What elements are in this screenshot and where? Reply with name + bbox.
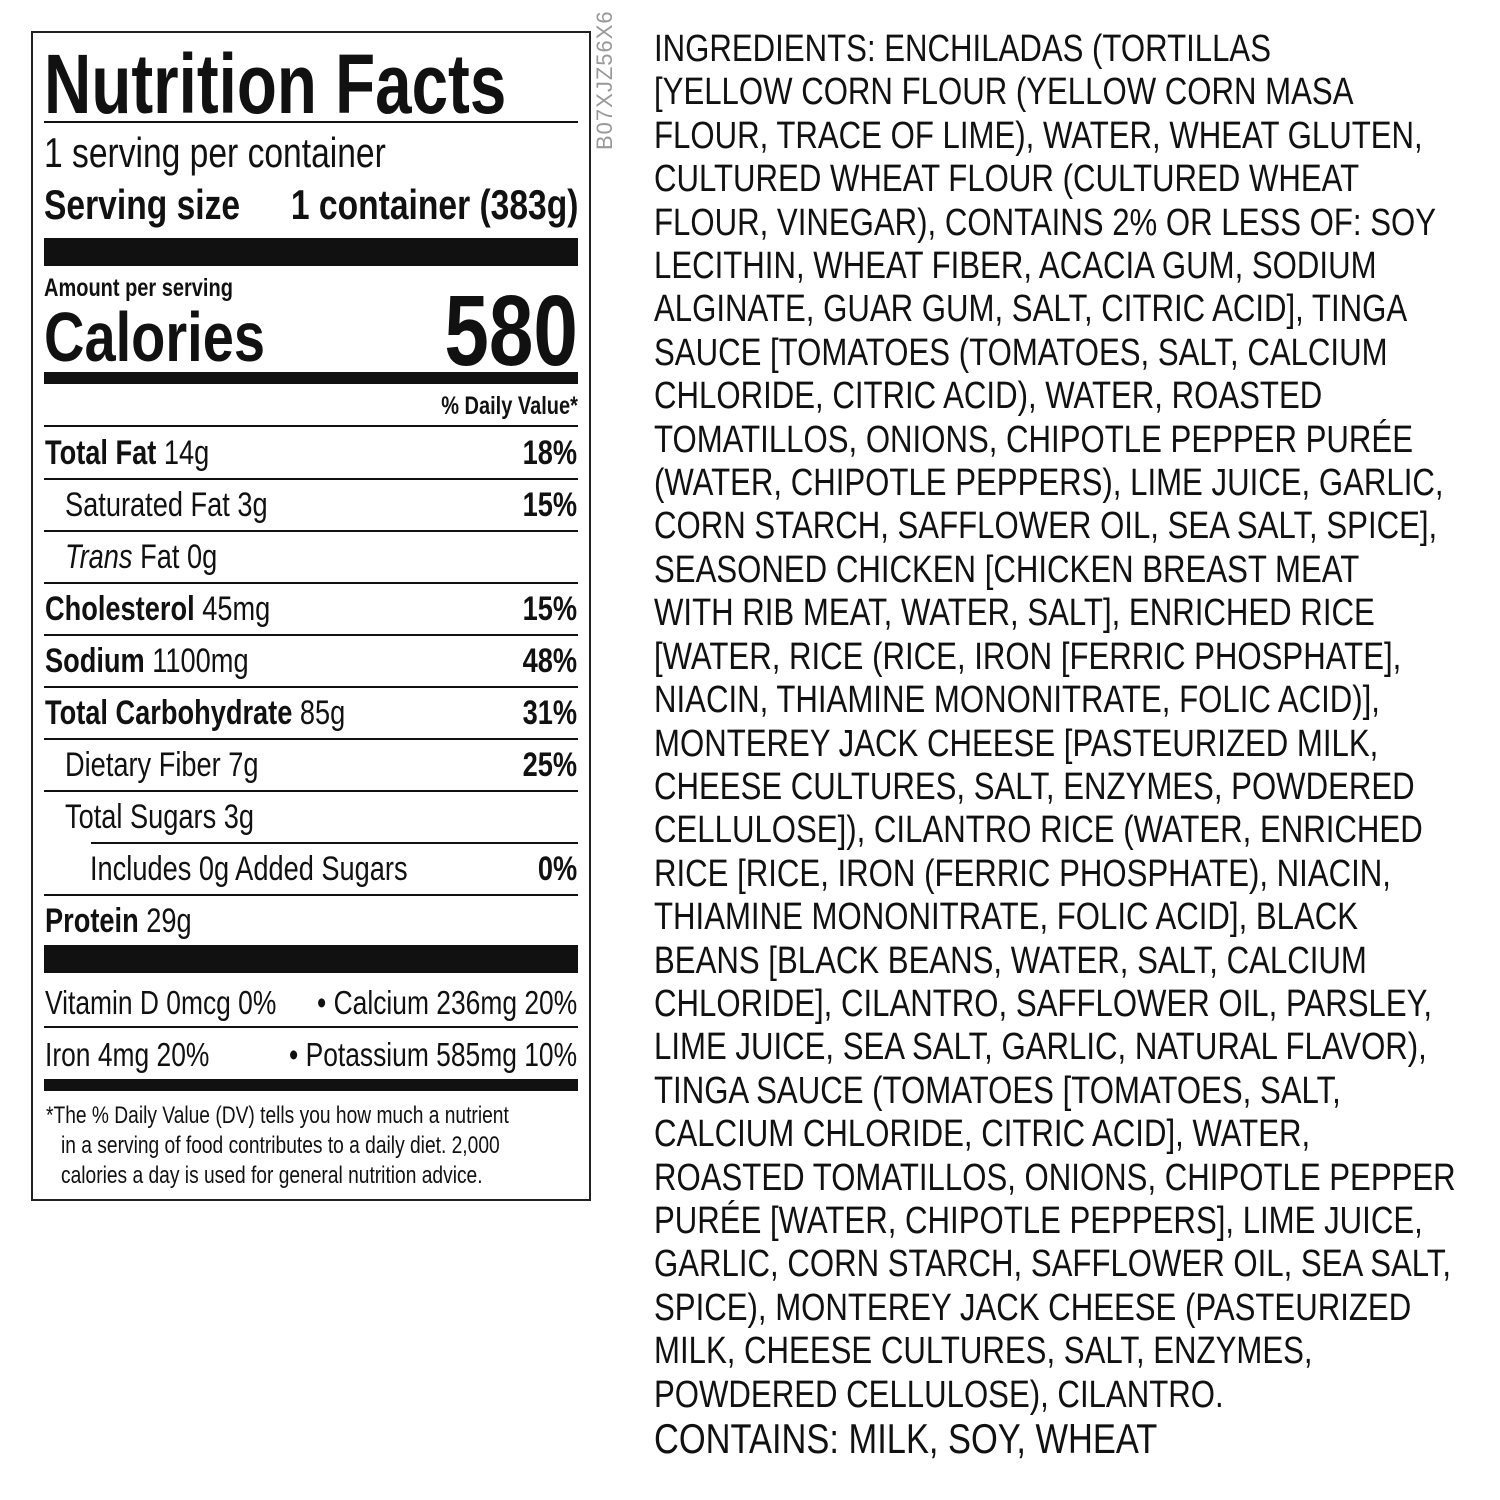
ingredients-line: TOMATILLOS, ONIONS, CHIPOTLE PEPPER PURÉ… (654, 418, 1413, 461)
divider (44, 530, 578, 532)
ingredients-list: INGREDIENTS: ENCHILADAS (TORTILLAS [YELL… (654, 28, 1500, 1460)
nutrient-row-cholesterol: Cholesterol 45mg 15% (45, 590, 577, 628)
thick-divider (44, 1079, 578, 1091)
divider (44, 790, 578, 792)
nutrient-row-added-sugars: Includes 0g Added Sugars 0% (90, 850, 577, 888)
nutrient-row-protein: Protein 29g (45, 902, 192, 940)
ingredients-line: ALGINATE, GUAR GUM, SALT, CITRIC ACID], … (654, 288, 1408, 331)
nutrient-row-total-sugars: Total Sugars 3g (65, 798, 255, 836)
thick-divider (44, 372, 578, 384)
calories-value: 580 (444, 275, 578, 387)
ingredients-line: ENCHILADAS (TORTILLAS (875, 28, 1271, 70)
daily-value-header: % Daily Value* (441, 392, 578, 420)
divider (44, 686, 578, 688)
allergen-statement: CONTAINS: MILK, SOY, WHEAT (654, 1415, 1158, 1462)
nutrient-row-dietary-fiber: Dietary Fiber 7g 25% (65, 746, 577, 784)
ingredients-line: CHLORIDE, CITRIC ACID), WATER, ROASTED (654, 375, 1323, 418)
divider (44, 478, 578, 480)
ingredients-line: [YELLOW CORN FLOUR (YELLOW CORN MASA (654, 71, 1354, 114)
ingredients-line: PURÉE [WATER, CHIPOTLE PEPPERS], LIME JU… (654, 1199, 1423, 1242)
vitamin-row: Vitamin D 0mcg 0% • Calcium 236mg 20% (45, 984, 577, 1021)
nutrient-row-total-carbohydrate: Total Carbohydrate 85g 31% (45, 694, 577, 732)
divider (44, 1026, 578, 1028)
ingredients-line: RICE [RICE, IRON (FERRIC PHOSPHATE), NIA… (654, 852, 1391, 895)
thick-divider (44, 238, 578, 266)
divider (44, 634, 578, 636)
ingredients-line: NIACIN, THIAMINE MONONITRATE, FOLIC ACID… (654, 679, 1380, 722)
nutrition-facts-label: Nutrition Facts 1 serving per container … (31, 31, 591, 1201)
vitamin-row: Iron 4mg 20% • Potassium 585mg 10% (45, 1036, 577, 1073)
ingredients-line: LECITHIN, WHEAT FIBER, ACACIA GUM, SODIU… (654, 245, 1377, 288)
serving-size-label: Serving size (44, 181, 241, 228)
servings-per-container: 1 serving per container (44, 129, 386, 176)
ingredients-line: (WATER, CHIPOTLE PEPPERS), LIME JUICE, G… (654, 462, 1444, 505)
ingredients-line: SAUCE [TOMATOES (TOMATOES, SALT, CALCIUM (654, 331, 1388, 374)
ingredients-line: TINGA SAUCE (TOMATOES [TOMATOES, SALT, (654, 1069, 1341, 1112)
thick-divider (44, 945, 578, 973)
ingredients-line: FLOUR, VINEGAR), CONTAINS 2% OR LESS OF:… (654, 201, 1437, 244)
ingredients-line: WITH RIB MEAT, WATER, SALT], ENRICHED RI… (654, 592, 1375, 635)
product-code: B07XJZ56X6 (592, 10, 617, 150)
ingredients-line: [WATER, RICE (RICE, IRON [FERRIC PHOSPHA… (654, 635, 1402, 678)
ingredients-line: SEASONED CHICKEN [CHICKEN BREAST MEAT (654, 548, 1360, 591)
ingredients-line: CULTURED WHEAT FLOUR (CULTURED WHEAT (654, 158, 1360, 201)
ingredients-line: BEANS [BLACK BEANS, WATER, SALT, CALCIUM (654, 939, 1367, 982)
ingredients-line: THIAMINE MONONITRATE, FOLIC ACID], BLACK (654, 896, 1359, 939)
divider (44, 738, 578, 740)
nutrient-row-sodium: Sodium 1100mg 48% (45, 642, 577, 680)
ingredients-line: MILK, CHEESE CULTURES, SALT, ENZYMES, (654, 1330, 1313, 1373)
calories-label: Calories (44, 298, 265, 376)
ingredients-first-line: INGREDIENTS: ENCHILADAS (TORTILLAS (654, 28, 1456, 71)
ingredients-line: CHLORIDE], CILANTRO, SAFFLOWER OIL, PARS… (654, 982, 1433, 1025)
ingredients-line: CORN STARCH, SAFFLOWER OIL, SEA SALT, SP… (654, 505, 1438, 548)
ingredients-line: GARLIC, CORN STARCH, SAFFLOWER OIL, SEA … (654, 1243, 1452, 1286)
nutrient-row-total-fat: Total Fat 14g 18% (45, 434, 577, 472)
ingredients-line: ROASTED TOMATILLOS, ONIONS, CHIPOTLE PEP… (654, 1156, 1456, 1199)
nutrient-row-saturated-fat: Saturated Fat 3g 15% (65, 486, 577, 524)
ingredients-line: CELLULOSE]), CILANTRO RICE (WATER, ENRIC… (654, 809, 1423, 852)
divider (44, 425, 578, 427)
ingredients-line: CALCIUM CHLORIDE, CITRIC ACID], WATER, (654, 1113, 1311, 1156)
divider (91, 842, 578, 844)
nutrient-row-trans-fat: Trans Fat 0g (65, 538, 218, 576)
serving-size-value: 1 container (383g) (290, 181, 578, 228)
ingredients-label: INGREDIENTS: (654, 28, 876, 70)
ingredients-line: LIME JUICE, SEA SALT, GARLIC, NATURAL FL… (654, 1026, 1427, 1069)
footnote: *The % Daily Value (DV) tells you how mu… (46, 1102, 509, 1189)
ingredients-line: CHEESE CULTURES, SALT, ENZYMES, POWDERED (654, 765, 1415, 808)
divider (44, 121, 578, 123)
ingredients-line: POWDERED CELLULOSE), CILANTRO. (654, 1373, 1224, 1416)
ingredients-line: SPICE), MONTEREY JACK CHEESE (PASTEURIZE… (654, 1286, 1412, 1329)
ingredients-line: FLOUR, TRACE OF LIME), WATER, WHEAT GLUT… (654, 114, 1423, 157)
divider (44, 894, 578, 896)
amount-per-serving: Amount per serving (44, 274, 233, 302)
ingredients-line: MONTEREY JACK CHEESE [PASTEURIZED MILK, (654, 722, 1379, 765)
label-title: Nutrition Facts (44, 37, 507, 131)
divider (44, 582, 578, 584)
